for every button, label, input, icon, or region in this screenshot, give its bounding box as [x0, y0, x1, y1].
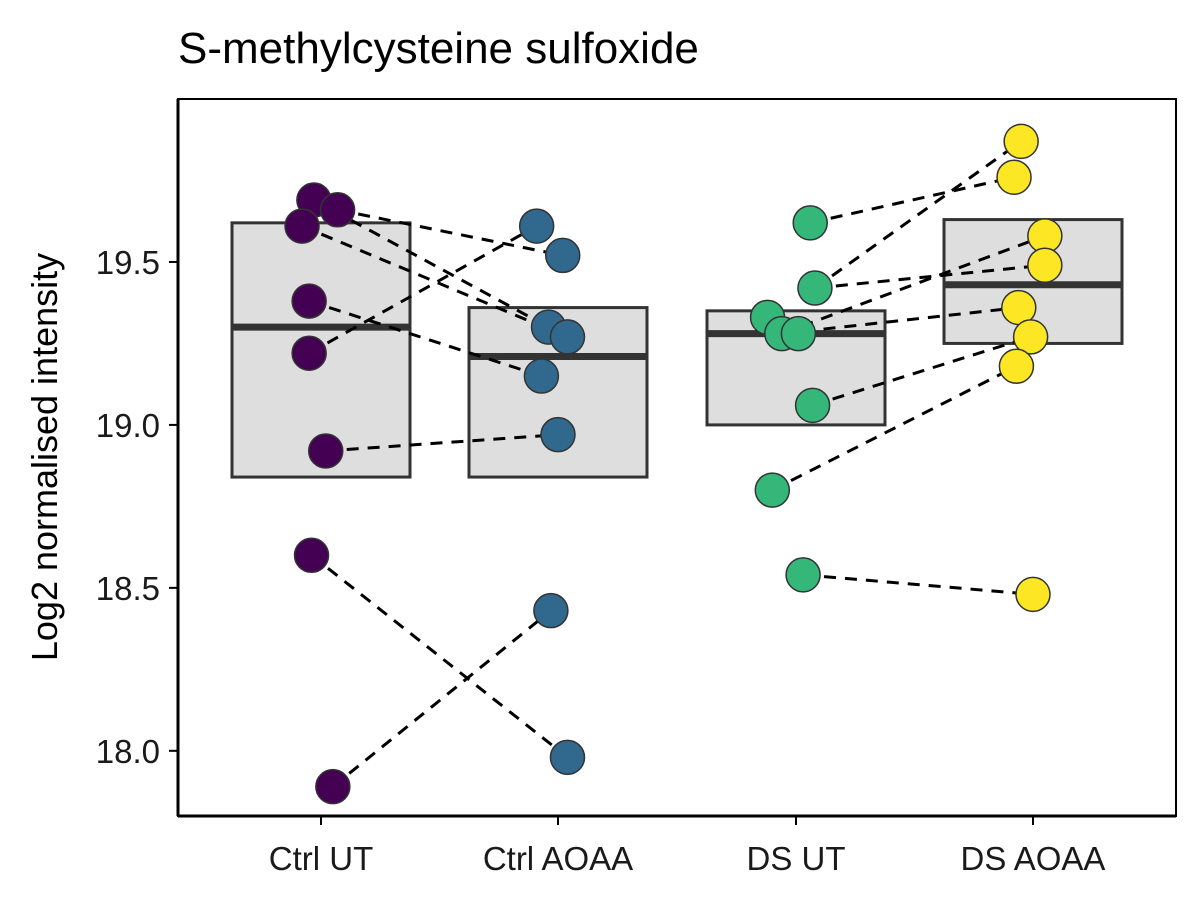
- pair-line-5: [325, 433, 559, 453]
- y-tick-label-2: 19.0: [96, 407, 160, 444]
- data-point-22: [754, 472, 791, 508]
- data-point-9: [544, 237, 581, 274]
- data-point-2: [284, 208, 320, 244]
- points-layer: [284, 123, 1063, 805]
- pair-line-0: [337, 208, 564, 257]
- x-tick-label-1: Ctrl AOAA: [483, 840, 633, 877]
- data-point-25: [996, 159, 1032, 195]
- data-point-4: [291, 335, 327, 371]
- data-point-8: [518, 208, 555, 244]
- data-point-6: [293, 537, 330, 574]
- pair-line-10: [814, 263, 1045, 290]
- x-tick-label-3: DS AOAA: [961, 840, 1106, 877]
- data-point-5: [307, 433, 344, 469]
- data-point-27: [1027, 247, 1063, 283]
- pair-line-7: [331, 609, 552, 788]
- data-point-3: [291, 283, 327, 319]
- data-point-29: [1012, 319, 1049, 355]
- data-point-11: [549, 319, 586, 355]
- pair-line-4: [308, 224, 538, 355]
- x-tick-label-0: Ctrl UT: [269, 840, 373, 877]
- axes-layer: 18.0 18.5 19.0 19.5 Ctrl UT Ctrl AOAA DS UT DS …: [96, 98, 1177, 877]
- pair-line-13: [812, 335, 1032, 407]
- data-point-12: [523, 358, 560, 394]
- pair-line-9: [814, 140, 1023, 290]
- pair-line-11: [781, 234, 1046, 336]
- pair-line-1: [313, 198, 550, 329]
- pair-line-8: [809, 175, 1015, 225]
- pair-line-2: [301, 224, 569, 339]
- data-point-17: [797, 270, 833, 306]
- data-point-7: [315, 768, 351, 805]
- data-point-1: [319, 192, 356, 228]
- data-point-16: [792, 205, 828, 241]
- data-point-30: [998, 348, 1035, 384]
- data-point-14: [533, 592, 569, 629]
- chart-title: S-methylcysteine sulfoxide: [178, 24, 699, 73]
- data-point-31: [1015, 576, 1051, 613]
- x-tick-label-2: DS UT: [747, 840, 846, 877]
- data-point-21: [794, 387, 831, 424]
- y-tick-label-1: 18.5: [96, 570, 160, 607]
- y-axis-label: Log2 normalised intensity: [24, 253, 65, 661]
- pairs-layer: [301, 140, 1046, 788]
- data-point-20: [780, 315, 817, 352]
- y-tick-label-3: 19.5: [96, 244, 160, 281]
- data-point-24: [1003, 123, 1039, 160]
- data-point-13: [540, 416, 576, 453]
- data-point-15: [549, 739, 586, 776]
- pair-line-12: [781, 306, 1019, 336]
- pair-line-14: [771, 364, 1018, 492]
- data-point-23: [785, 557, 821, 593]
- pair-line-15: [802, 573, 1034, 596]
- y-tick-label-0: 18.0: [96, 733, 160, 770]
